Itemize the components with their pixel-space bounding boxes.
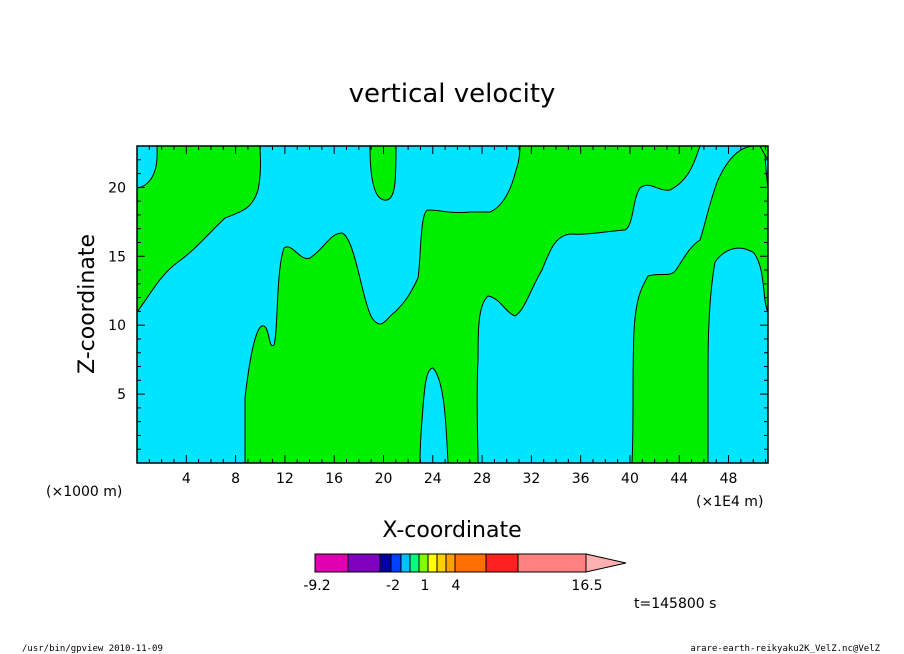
contour-region-right bbox=[631, 145, 769, 464]
colorbar-segment bbox=[454, 553, 487, 573]
x-tick-label: 40 bbox=[621, 471, 639, 487]
y-tick-label: 20 bbox=[108, 180, 126, 196]
x-tick-label: 28 bbox=[473, 471, 491, 487]
colorbar-segment bbox=[427, 553, 438, 573]
x-tick-label: 12 bbox=[276, 471, 294, 487]
chart-title: vertical velocity bbox=[349, 79, 556, 109]
x-axis-ticks: 4 8 12 16 20 24 28 32 36 40 44 48 bbox=[148, 146, 767, 487]
colorbar-segment bbox=[314, 553, 349, 573]
colorbar-segment bbox=[418, 553, 429, 573]
y-axis-ticks: 5 10 15 20 bbox=[108, 159, 768, 450]
contour-region-upper-left bbox=[136, 145, 261, 314]
x-tick-label: 4 bbox=[182, 471, 191, 487]
colorbar-labels: -9.2 -2 1 4 16.5 bbox=[303, 578, 602, 594]
colorbar-arrow bbox=[585, 553, 627, 573]
colorbar-segment bbox=[347, 553, 381, 573]
colorbar-segment bbox=[436, 553, 447, 573]
colorbar-label: 4 bbox=[452, 578, 461, 594]
time-label: t=145800 s bbox=[634, 596, 716, 612]
x-axis-unit-right: (×1E4 m) bbox=[696, 494, 763, 510]
colorbar-segment bbox=[485, 553, 519, 573]
y-axis-label: Z-coordinate bbox=[75, 234, 100, 374]
colorbar-segment bbox=[409, 553, 420, 573]
x-tick-label: 24 bbox=[424, 471, 442, 487]
colorbar-segment bbox=[517, 553, 587, 573]
colorbar-label: 1 bbox=[421, 578, 430, 594]
x-axis-unit-left: (×1000 m) bbox=[46, 484, 122, 500]
x-tick-label: 36 bbox=[572, 471, 590, 487]
y-tick-label: 5 bbox=[117, 387, 126, 403]
y-tick-label: 15 bbox=[108, 249, 126, 265]
contour-region-top-lobe bbox=[369, 145, 397, 201]
colorbar-label: -2 bbox=[386, 578, 400, 594]
y-tick-label: 10 bbox=[108, 318, 126, 334]
colorbar-label: -9.2 bbox=[303, 578, 330, 594]
colorbar-segment bbox=[379, 553, 392, 573]
colorbar-segment bbox=[445, 553, 456, 573]
x-axis-label: X-coordinate bbox=[382, 518, 521, 543]
x-tick-label: 32 bbox=[522, 471, 540, 487]
positive-velocity-regions bbox=[136, 145, 769, 464]
plot-frame bbox=[136, 145, 769, 464]
x-tick-label: 20 bbox=[375, 471, 393, 487]
colorbar-segment bbox=[400, 553, 411, 573]
footer-left: /usr/bin/gpview 2010-11-09 bbox=[22, 644, 163, 654]
footer-right: arare-earth-reikyaku2K_VelZ.nc@VelZ bbox=[690, 644, 880, 654]
x-tick-label: 44 bbox=[670, 471, 688, 487]
colorbar-label: 16.5 bbox=[571, 578, 602, 594]
colorbar-segment bbox=[390, 553, 402, 573]
colorbar bbox=[314, 553, 627, 573]
x-tick-label: 48 bbox=[720, 471, 738, 487]
x-tick-label: 16 bbox=[325, 471, 343, 487]
x-tick-label: 8 bbox=[231, 471, 240, 487]
